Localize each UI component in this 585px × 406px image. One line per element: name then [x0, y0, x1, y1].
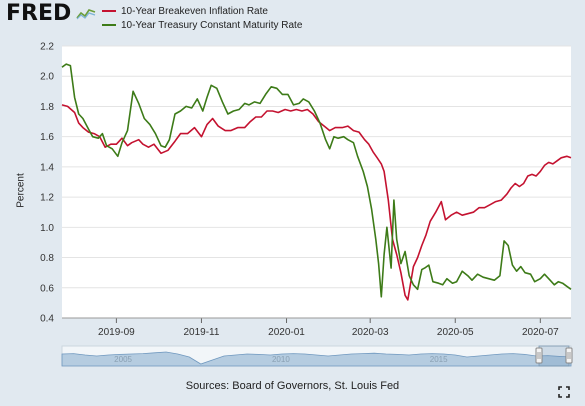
- legend-label-treasury: 10-Year Treasury Constant Maturity Rate: [121, 19, 303, 31]
- series-line-treasury: [61, 63, 572, 298]
- chart-line-icon: [76, 6, 96, 20]
- series-line-breakeven: [61, 104, 572, 301]
- navigator-handle[interactable]: [565, 347, 573, 364]
- navigator-label: 2015: [430, 355, 448, 364]
- navigator-area: [61, 351, 572, 367]
- legend-item-breakeven: 10-Year Breakeven Inflation Rate: [102, 4, 302, 18]
- y-tick-label: 2.0: [40, 72, 54, 83]
- plot-area: [62, 46, 571, 318]
- legend-swatch-breakeven: [102, 10, 116, 12]
- navigator-window[interactable]: [538, 345, 570, 367]
- y-tick-label: 2.2: [40, 42, 54, 53]
- y-tick-label: 0.4: [40, 314, 54, 325]
- legend-label-breakeven: 10-Year Breakeven Inflation Rate: [121, 5, 268, 17]
- y-tick-label: 1.0: [40, 223, 54, 234]
- sources-note: Sources: Board of Governors, St. Louis F…: [185, 380, 400, 392]
- fred-logo[interactable]: FRED: [6, 1, 72, 26]
- y-tick-label: 1.8: [40, 102, 54, 113]
- navigator-handle[interactable]: [535, 347, 543, 364]
- expand-icon[interactable]: [558, 386, 570, 398]
- navigator-label: 2005: [114, 355, 132, 364]
- x-tick-label: 2019-11: [183, 327, 219, 338]
- x-tick-label: 2020-05: [437, 327, 474, 338]
- x-tick-label: 2020-03: [352, 327, 389, 338]
- navigator-label: 2010: [272, 355, 290, 364]
- legend-swatch-treasury: [102, 24, 116, 26]
- y-tick-label: 1.6: [40, 132, 54, 143]
- x-tick-label: 2019-09: [98, 327, 135, 338]
- x-tick-label: 2020-07: [522, 327, 559, 338]
- legend-item-treasury: 10-Year Treasury Constant Maturity Rate: [102, 18, 302, 32]
- chart-legend: 10-Year Breakeven Inflation Rate 10-Year…: [102, 4, 302, 32]
- y-tick-label: 0.6: [40, 283, 54, 294]
- y-tick-label: 0.8: [40, 253, 54, 264]
- x-tick-label: 2020-01: [268, 327, 305, 338]
- y-tick-label: 1.2: [40, 193, 54, 204]
- y-tick-label: 1.4: [40, 162, 54, 173]
